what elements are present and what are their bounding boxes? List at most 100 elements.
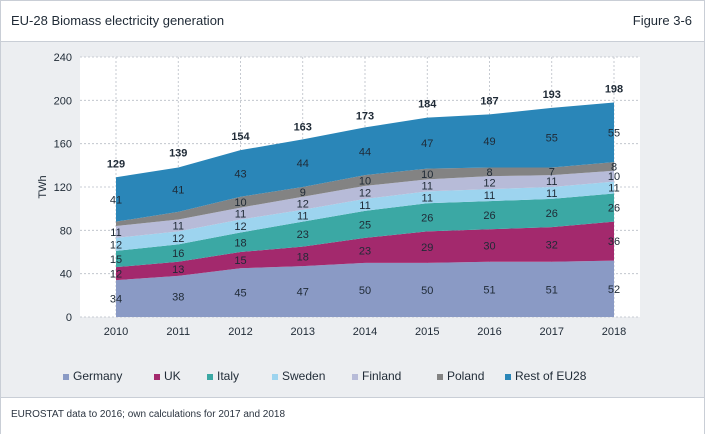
data-label: 8 bbox=[611, 161, 617, 173]
legend-item: UK bbox=[154, 369, 181, 383]
x-tick-label: 2010 bbox=[104, 326, 128, 338]
data-label: 30 bbox=[483, 241, 495, 253]
total-label: 184 bbox=[418, 99, 437, 111]
area-uk bbox=[116, 221, 614, 281]
legend-swatch bbox=[207, 374, 213, 380]
data-label: 11 bbox=[359, 200, 370, 212]
data-label: 12 bbox=[234, 221, 246, 233]
data-label: 11 bbox=[484, 190, 495, 202]
legend-swatch bbox=[437, 374, 443, 380]
total-label: 198 bbox=[605, 84, 623, 96]
y-tick-label: 160 bbox=[54, 139, 72, 151]
data-label: 44 bbox=[297, 158, 309, 170]
data-label: 43 bbox=[234, 168, 246, 180]
area-sweden bbox=[116, 181, 614, 251]
data-label: 15 bbox=[110, 254, 122, 266]
data-label: 41 bbox=[172, 185, 184, 197]
area-series bbox=[116, 102, 614, 317]
data-labels: 34 38 45 47 50 50 51 51 52 12 13 15 18 23 29 30 32 36 15 16… bbox=[110, 127, 620, 305]
x-tick-label: 2015 bbox=[415, 326, 439, 338]
total-label: 129 bbox=[107, 158, 125, 170]
figure-footer: EUROSTAT data to 2016; own calculations … bbox=[1, 397, 704, 434]
data-label: 23 bbox=[297, 229, 309, 241]
x-tick-label: 2018 bbox=[602, 326, 626, 338]
axis-ticks: 0 40 80 120 160 200 240 2010 2011 2012 2013 2014 201… bbox=[54, 52, 627, 338]
data-label: 12 bbox=[110, 269, 122, 281]
data-label: 52 bbox=[608, 284, 620, 296]
x-tick-label: 2013 bbox=[291, 326, 315, 338]
data-label: 36 bbox=[608, 236, 620, 248]
data-label: 11 bbox=[110, 227, 121, 239]
area-finland bbox=[116, 170, 614, 238]
legend-item: Germany bbox=[63, 369, 122, 383]
x-tick-label: 2011 bbox=[166, 326, 190, 338]
total-label: 154 bbox=[231, 131, 250, 143]
y-tick-label: 80 bbox=[60, 225, 72, 237]
data-label: 11 bbox=[173, 220, 184, 232]
data-label: 10 bbox=[421, 169, 433, 181]
data-label: 12 bbox=[172, 233, 184, 245]
data-label: 12 bbox=[110, 239, 122, 251]
legend-swatch bbox=[272, 374, 278, 380]
data-label: 23 bbox=[359, 245, 371, 257]
data-label: 51 bbox=[483, 284, 495, 296]
x-tick-label: 2014 bbox=[353, 326, 377, 338]
data-label: 12 bbox=[483, 178, 495, 190]
area-poland bbox=[116, 162, 614, 226]
total-label: 187 bbox=[480, 95, 498, 107]
x-tick-label: 2016 bbox=[477, 326, 501, 338]
total-label: 163 bbox=[294, 121, 312, 133]
x-tick-label: 2012 bbox=[228, 326, 252, 338]
y-tick-label: 0 bbox=[66, 312, 72, 324]
total-label: 173 bbox=[356, 111, 374, 123]
legend-label: Poland bbox=[447, 369, 484, 383]
data-label: 11 bbox=[297, 211, 308, 223]
data-label: 25 bbox=[359, 219, 371, 231]
data-label: 11 bbox=[546, 176, 557, 188]
data-label: 41 bbox=[110, 194, 122, 206]
data-label: 47 bbox=[297, 287, 309, 299]
data-label: 13 bbox=[172, 264, 184, 276]
data-label: 16 bbox=[172, 248, 184, 260]
data-label: 12 bbox=[297, 198, 309, 210]
data-label: 26 bbox=[421, 212, 433, 224]
legend-swatch bbox=[505, 374, 511, 380]
data-label: 10 bbox=[359, 176, 371, 188]
data-label: 55 bbox=[546, 133, 558, 145]
data-label: 47 bbox=[421, 138, 433, 150]
data-label: 12 bbox=[359, 187, 371, 199]
total-labels: 129 139 154 163 173 184 187 193 198 bbox=[107, 84, 623, 171]
data-label: 11 bbox=[235, 209, 246, 221]
data-label: 38 bbox=[172, 291, 184, 303]
legend-item: Italy bbox=[207, 369, 239, 383]
data-label: 45 bbox=[234, 288, 246, 300]
y-axis-label: TWh bbox=[37, 175, 49, 198]
data-label: 11 bbox=[422, 192, 433, 204]
data-label: 11 bbox=[422, 180, 433, 192]
data-label: 26 bbox=[608, 203, 620, 215]
legend-label: Sweden bbox=[282, 369, 325, 383]
data-label: 55 bbox=[608, 127, 620, 139]
data-label: 29 bbox=[421, 242, 433, 254]
total-label: 193 bbox=[543, 89, 561, 101]
legend-swatch bbox=[154, 374, 160, 380]
legend-item: Sweden bbox=[272, 369, 325, 383]
source-note: EUROSTAT data to 2016; own calculations … bbox=[11, 409, 286, 420]
data-label: 7 bbox=[549, 166, 555, 178]
area-rest-of-eu28 bbox=[116, 102, 614, 222]
data-label: 18 bbox=[234, 237, 246, 249]
legend-label: Italy bbox=[217, 369, 239, 383]
area-italy bbox=[116, 193, 614, 268]
legend-label: Germany bbox=[73, 369, 122, 383]
data-label: 10 bbox=[234, 197, 246, 209]
y-tick-label: 240 bbox=[54, 52, 72, 64]
data-label: 9 bbox=[300, 187, 306, 199]
data-label: 50 bbox=[359, 285, 371, 297]
total-label: 139 bbox=[169, 147, 187, 159]
data-label: 18 bbox=[297, 251, 309, 263]
legend-item: Poland bbox=[437, 369, 484, 383]
legend-item: Finland bbox=[352, 369, 401, 383]
data-label: 50 bbox=[421, 285, 433, 297]
data-label: 11 bbox=[608, 183, 619, 195]
y-tick-label: 120 bbox=[54, 182, 72, 194]
